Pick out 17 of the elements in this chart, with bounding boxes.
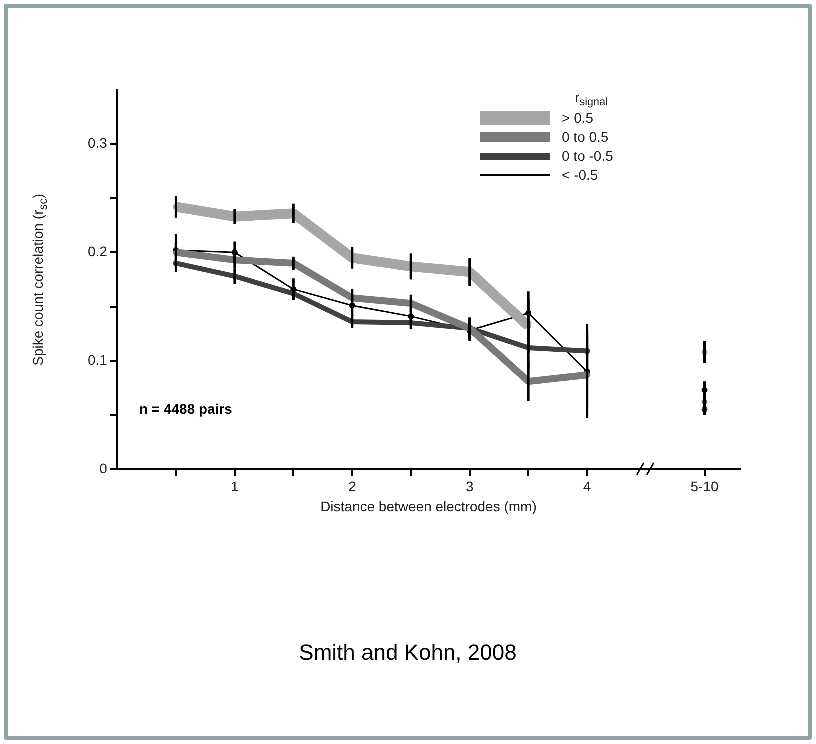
y-tick-label: 0.1 [88, 352, 108, 368]
x-axis-title: Distance between electrodes (mm) [320, 498, 537, 514]
legend-title: r$_{signal}$ [574, 90, 609, 109]
y-tick-label: 0.3 [88, 135, 108, 152]
y-tick-label: 0.2 [88, 243, 108, 260]
legend-label: 0 to 0.5 [562, 129, 609, 146]
legend-label: 0 to -0.5 [562, 148, 614, 164]
x-tick-label: 1 [231, 478, 240, 495]
x-tick-label: 5-10 [690, 478, 719, 495]
x-tick-label: 4 [583, 478, 592, 495]
x-tick-label: 3 [466, 478, 474, 495]
annotation: n = 4488 pairs [139, 401, 232, 417]
text: Smith and Kohn, 2008 [298, 640, 518, 666]
legend-label: > 0.5 [562, 110, 594, 126]
x-tick-label: 2 [348, 478, 356, 495]
y-tick-label: 0 [100, 460, 108, 476]
legend-label: < -0.5 [562, 167, 598, 184]
